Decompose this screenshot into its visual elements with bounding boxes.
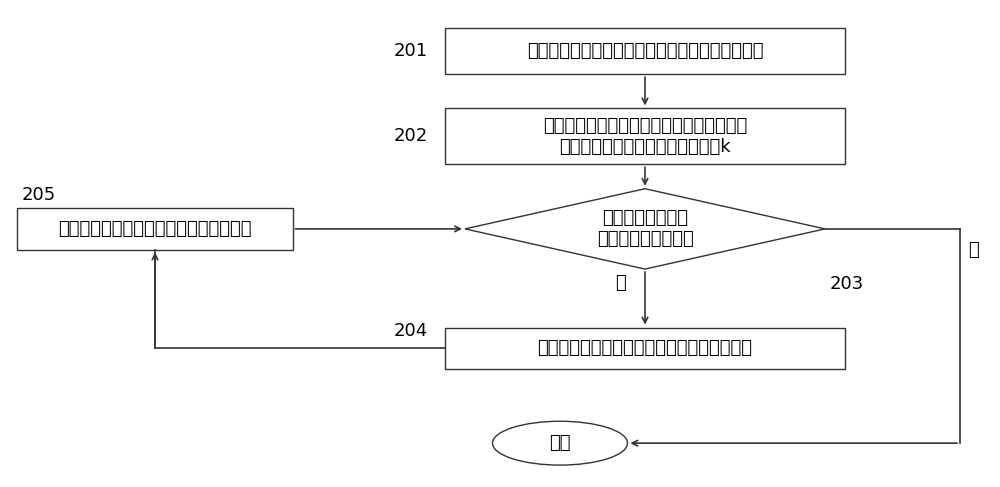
Text: 202: 202 [394, 128, 428, 145]
Ellipse shape [492, 421, 628, 465]
FancyBboxPatch shape [445, 109, 845, 165]
Text: 201: 201 [394, 42, 428, 60]
Text: 待筛查计量误差中
存在可疑计量误差？: 待筛查计量误差中 存在可疑计量误差？ [597, 209, 693, 248]
Polygon shape [465, 188, 825, 269]
Text: 剔除可疑计量误差，得到新的待筛查计量误差: 剔除可疑计量误差，得到新的待筛查计量误差 [538, 339, 753, 357]
FancyBboxPatch shape [17, 208, 292, 249]
Text: 计算待筛查计量误差的均值和试验标准差，
以及确定改进的拉伊达准则的系数k: 计算待筛查计量误差的均值和试验标准差， 以及确定改进的拉伊达准则的系数k [543, 117, 747, 156]
FancyBboxPatch shape [445, 328, 845, 369]
FancyBboxPatch shape [445, 28, 845, 74]
Text: 计算待筛查计量误差的均值和试验标准差: 计算待筛查计量误差的均值和试验标准差 [58, 220, 252, 238]
Text: 否: 否 [968, 241, 979, 259]
Text: 204: 204 [394, 322, 428, 340]
Text: 205: 205 [22, 186, 56, 204]
Text: 203: 203 [830, 275, 864, 293]
Text: 是: 是 [615, 274, 625, 292]
Text: 结束: 结束 [549, 434, 571, 452]
Text: 输入初步可信计量误差集合，作为待筛查计量误差: 输入初步可信计量误差集合，作为待筛查计量误差 [527, 42, 763, 60]
